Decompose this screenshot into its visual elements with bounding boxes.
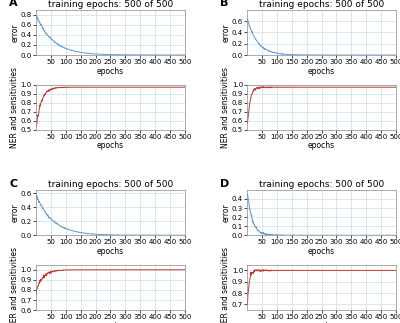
Y-axis label: error: error [222, 203, 230, 222]
Y-axis label: NER and sensitivities: NER and sensitivities [222, 247, 230, 323]
Y-axis label: error: error [222, 23, 230, 42]
Title: training epochs: 500 of 500: training epochs: 500 of 500 [259, 180, 384, 189]
Y-axis label: NER and sensitivities: NER and sensitivities [10, 247, 19, 323]
Text: D: D [220, 179, 230, 189]
Text: C: C [9, 179, 17, 189]
Title: training epochs: 500 of 500: training epochs: 500 of 500 [48, 180, 173, 189]
X-axis label: epochs: epochs [97, 247, 124, 256]
X-axis label: epochs: epochs [308, 322, 335, 323]
X-axis label: epochs: epochs [97, 67, 124, 76]
X-axis label: epochs: epochs [308, 247, 335, 256]
Y-axis label: NER and sensitivities: NER and sensitivities [10, 67, 19, 148]
Text: B: B [220, 0, 229, 8]
Title: training epochs: 500 of 500: training epochs: 500 of 500 [48, 0, 173, 9]
X-axis label: epochs: epochs [308, 67, 335, 76]
Y-axis label: NER and sensitivities: NER and sensitivities [222, 67, 230, 148]
Y-axis label: error: error [10, 23, 19, 42]
Title: training epochs: 500 of 500: training epochs: 500 of 500 [259, 0, 384, 9]
X-axis label: epochs: epochs [308, 141, 335, 151]
Text: A: A [9, 0, 18, 8]
X-axis label: epochs: epochs [97, 322, 124, 323]
X-axis label: epochs: epochs [97, 141, 124, 151]
Y-axis label: error: error [10, 203, 19, 222]
